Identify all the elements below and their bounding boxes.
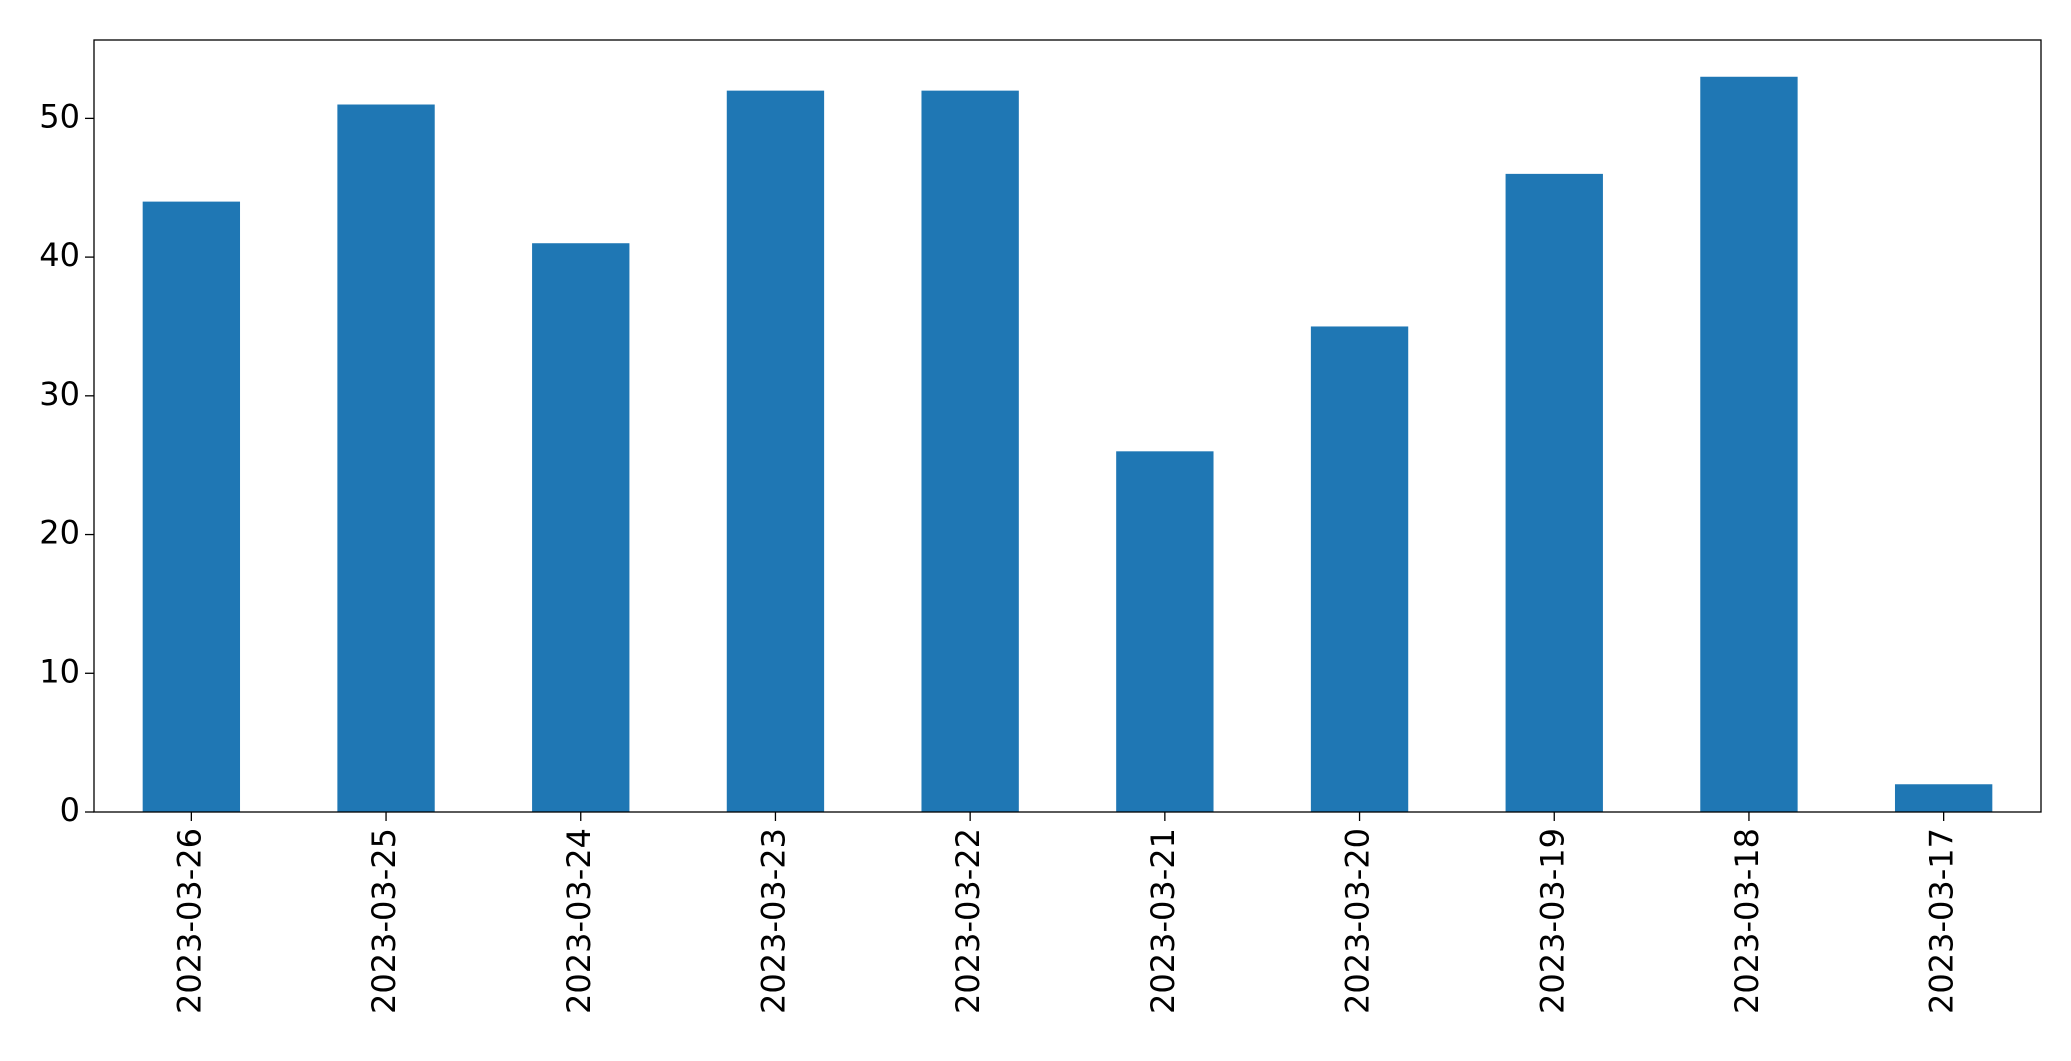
bar <box>142 201 241 813</box>
bar <box>1116 451 1214 812</box>
x-tick-label: 2023-03-25 <box>365 828 403 1014</box>
x-tick-label: 2023-03-18 <box>1728 828 1766 1014</box>
x-tick-label: 2023-03-17 <box>1923 828 1961 1014</box>
bar <box>1894 784 1993 812</box>
bar <box>1310 326 1409 812</box>
bar <box>1505 173 1603 812</box>
y-tick-label: 30 <box>39 375 80 413</box>
y-tick-label: 0 <box>60 791 80 829</box>
bar <box>921 90 1019 812</box>
x-tick-label: 2023-03-23 <box>754 828 792 1014</box>
y-tick-label: 10 <box>39 652 80 690</box>
x-tick-label: 2023-03-20 <box>1339 828 1377 1014</box>
plot-frame <box>93 39 2042 813</box>
x-tick-label: 2023-03-26 <box>170 828 208 1014</box>
x-tick-label: 2023-03-21 <box>1144 828 1182 1014</box>
x-tick-label: 2023-03-19 <box>1533 828 1571 1014</box>
bar <box>337 104 435 813</box>
bar <box>726 90 825 812</box>
bar <box>1700 76 1798 812</box>
y-tick-label: 40 <box>39 236 80 274</box>
y-tick-label: 50 <box>39 97 80 135</box>
y-tick-label: 20 <box>39 514 80 552</box>
x-tick-label: 2023-03-24 <box>560 828 598 1014</box>
bar <box>532 243 630 813</box>
x-tick-label: 2023-03-22 <box>949 828 987 1014</box>
